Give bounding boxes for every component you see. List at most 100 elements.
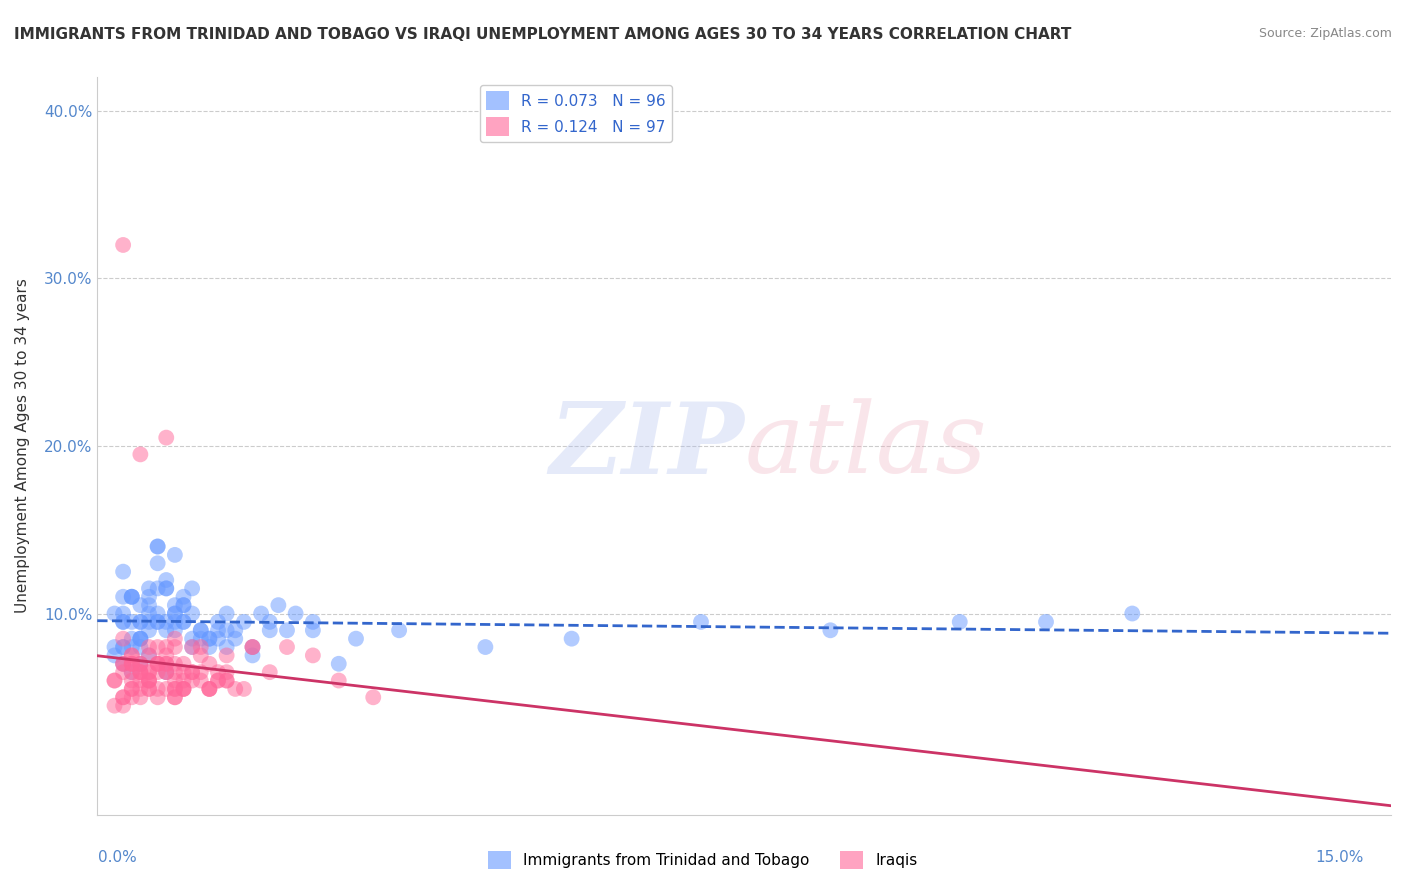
Point <box>146 556 169 570</box>
Point <box>173 598 195 612</box>
Point <box>173 657 195 671</box>
Text: Source: ZipAtlas.com: Source: ZipAtlas.com <box>1258 27 1392 40</box>
Point <box>207 624 229 638</box>
Point <box>138 648 160 663</box>
Point <box>121 648 143 663</box>
Point <box>129 615 152 629</box>
Point <box>129 615 152 629</box>
Point <box>146 657 169 671</box>
Point <box>155 665 177 680</box>
Point <box>121 657 143 671</box>
Point <box>344 632 367 646</box>
Point <box>163 665 186 680</box>
Point <box>129 665 152 680</box>
Point <box>276 624 298 638</box>
Point <box>155 624 177 638</box>
Point <box>163 673 186 688</box>
Point <box>138 615 160 629</box>
Point <box>173 590 195 604</box>
Point <box>181 665 204 680</box>
Point <box>129 632 152 646</box>
Point <box>163 657 186 671</box>
Point <box>103 607 125 621</box>
Point <box>155 573 177 587</box>
Point <box>146 615 169 629</box>
Point <box>121 615 143 629</box>
Point <box>121 590 143 604</box>
Point <box>181 632 204 646</box>
Point <box>146 657 169 671</box>
Point <box>207 673 229 688</box>
Point <box>112 615 135 629</box>
Point <box>129 447 152 461</box>
Point <box>190 640 212 654</box>
Point <box>224 681 246 696</box>
Point <box>138 673 160 688</box>
Point <box>146 607 169 621</box>
Point <box>155 582 177 596</box>
Point <box>121 673 143 688</box>
Point <box>146 681 169 696</box>
Point <box>121 590 143 604</box>
Point <box>207 673 229 688</box>
Point <box>138 607 160 621</box>
Point <box>121 648 143 663</box>
Point <box>129 657 152 671</box>
Point <box>112 238 135 252</box>
Text: 15.0%: 15.0% <box>1316 850 1364 865</box>
Point <box>173 615 195 629</box>
Point <box>146 640 169 654</box>
Point <box>949 615 972 629</box>
Point <box>163 632 186 646</box>
Point <box>121 681 143 696</box>
Point <box>328 657 350 671</box>
Point <box>155 657 177 671</box>
Point <box>207 665 229 680</box>
Point <box>259 624 281 638</box>
Point <box>561 632 583 646</box>
Point <box>361 690 384 705</box>
Point <box>129 632 152 646</box>
Point <box>207 632 229 646</box>
Point <box>198 632 221 646</box>
Point <box>129 657 152 671</box>
Point <box>146 690 169 705</box>
Point <box>302 624 325 638</box>
Point <box>250 607 273 621</box>
Point <box>112 690 135 705</box>
Point <box>155 665 177 680</box>
Point <box>138 673 160 688</box>
Point <box>163 607 186 621</box>
Point <box>155 648 177 663</box>
Point <box>474 640 496 654</box>
Point <box>163 598 186 612</box>
Point <box>112 657 135 671</box>
Point <box>215 673 238 688</box>
Point <box>112 565 135 579</box>
Point <box>198 632 221 646</box>
Point <box>112 698 135 713</box>
Point <box>173 665 195 680</box>
Point <box>112 640 135 654</box>
Text: 0.0%: 0.0% <box>98 850 138 865</box>
Point <box>146 540 169 554</box>
Point <box>112 657 135 671</box>
Point <box>1035 615 1057 629</box>
Point <box>207 615 229 629</box>
Point <box>129 598 152 612</box>
Point <box>224 632 246 646</box>
Point <box>121 665 143 680</box>
Point <box>173 615 195 629</box>
Point <box>328 673 350 688</box>
Point <box>173 681 195 696</box>
Point <box>215 607 238 621</box>
Point <box>146 615 169 629</box>
Point <box>163 615 186 629</box>
Point <box>129 657 152 671</box>
Point <box>259 665 281 680</box>
Point <box>121 590 143 604</box>
Point <box>163 681 186 696</box>
Point <box>173 598 195 612</box>
Point <box>121 657 143 671</box>
Point <box>242 648 264 663</box>
